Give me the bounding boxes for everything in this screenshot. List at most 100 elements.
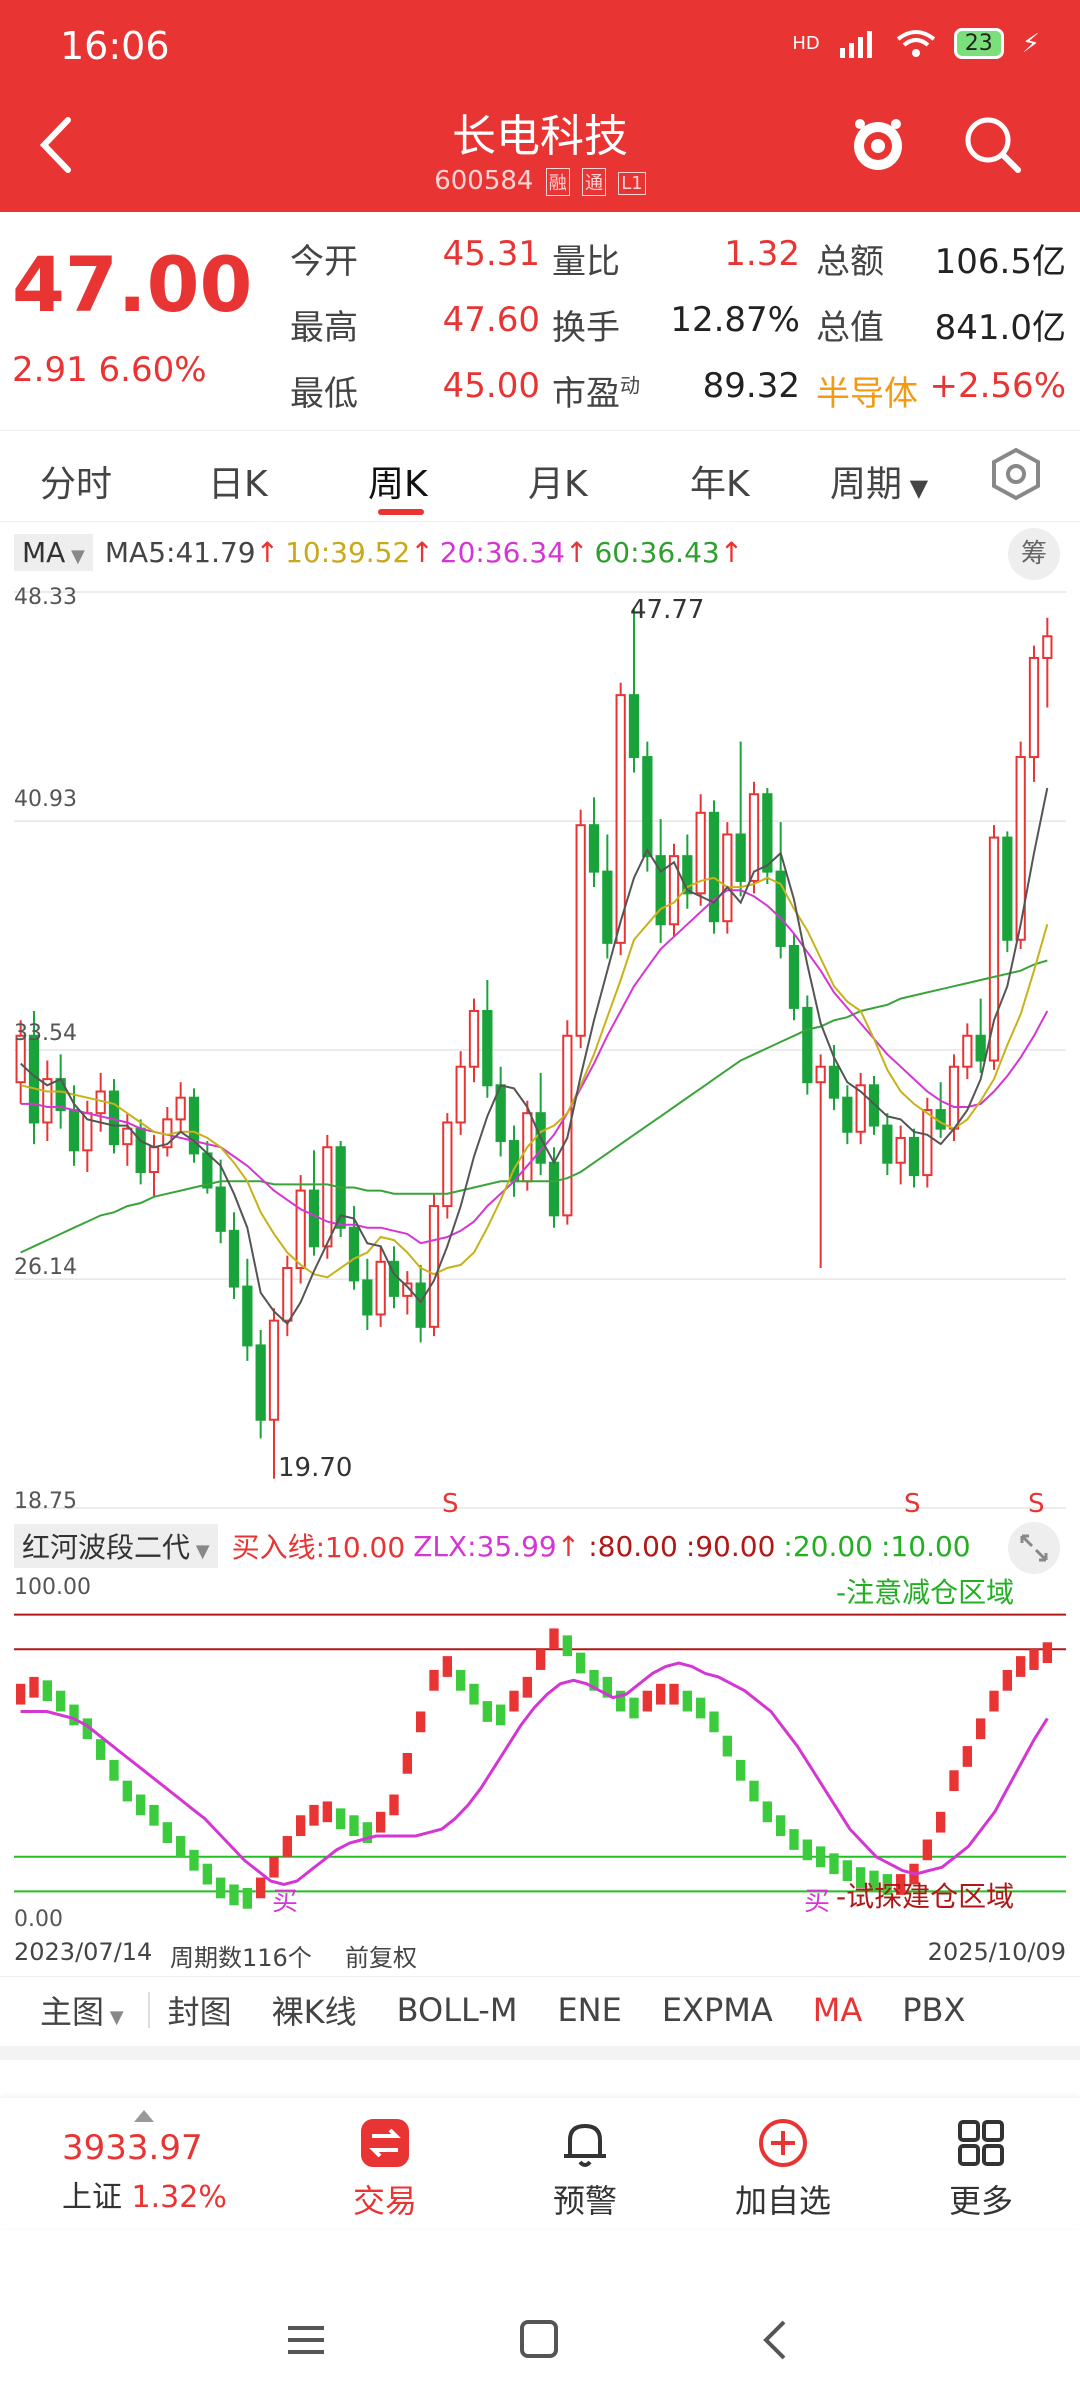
candle-body	[268, 1319, 280, 1421]
turnover-amount-value: 106.5亿	[934, 242, 1066, 282]
tab-divider	[147, 1992, 150, 2028]
line-10-label: :10.00	[881, 1529, 971, 1563]
tab-expma[interactable]: EXPMA	[661, 1991, 773, 2029]
indicator-bar	[29, 1676, 39, 1698]
ma10-line	[20, 876, 1049, 1279]
indicator-bar	[122, 1780, 132, 1802]
tab-monthly-k[interactable]: 月K	[528, 464, 588, 505]
candle-body	[642, 756, 653, 858]
tab-ene[interactable]: ENE	[557, 1991, 622, 2029]
tab-ma[interactable]: MA	[812, 1991, 863, 2029]
nav-more[interactable]: 更多	[906, 2116, 1056, 2222]
search-icon[interactable]	[960, 112, 1024, 176]
hexagon-settings-icon[interactable]	[988, 446, 1044, 502]
candle-body	[975, 1034, 986, 1062]
period-tabs: 分时 日K 周K 月K 年K 周期 ▼	[0, 430, 1080, 522]
tab-pbx[interactable]: PBX	[902, 1991, 966, 2029]
indicator-bar	[389, 1794, 399, 1816]
sector-change[interactable]: +2.56%	[929, 366, 1067, 406]
candle-body	[362, 1279, 373, 1316]
plus-circle-icon	[759, 2119, 807, 2167]
indicator-bar	[722, 1735, 732, 1757]
ma-selector[interactable]: MA ▼	[14, 533, 93, 571]
indicator-bar	[536, 1649, 546, 1670]
ma-selector-label: MA	[22, 535, 66, 569]
line-20-label: :20.00	[783, 1529, 873, 1563]
indicator-bar	[376, 1811, 386, 1833]
tab-seal[interactable]: 封图	[167, 1993, 232, 2031]
candle-body	[882, 1124, 893, 1164]
indicator-bar	[349, 1815, 359, 1837]
candle-body	[255, 1344, 266, 1421]
indicator-selector[interactable]: 红河波段二代 ▼	[14, 1524, 218, 1568]
chart-end-date: 2025/10/09	[927, 1938, 1066, 1966]
indicator-bar	[176, 1836, 186, 1857]
indicator-bar	[82, 1718, 92, 1740]
system-nav-bar	[288, 2320, 786, 2360]
arrow-up-icon: ↑	[556, 1529, 581, 1563]
candle-body	[842, 1096, 853, 1133]
indicator-bar	[682, 1690, 692, 1712]
candle-body	[322, 1146, 333, 1248]
candlestick-chart[interactable]: 48.33 40.93 33.54 26.14 18.75 47.77 19.7…	[14, 582, 1066, 1518]
indicator-bar	[442, 1656, 452, 1677]
indicator-bar	[149, 1804, 159, 1826]
market-cap-label: 总值	[816, 308, 884, 348]
index-widget[interactable]: 3933.97 上证 1.32%	[0, 2098, 260, 2228]
tab-daily-k[interactable]: 日K	[208, 464, 268, 505]
tab-main-chart-label: 主图	[40, 1993, 105, 2031]
buy-mark: 买	[272, 1887, 298, 1917]
indicator-bar	[16, 1683, 26, 1705]
indicator-bar	[522, 1676, 532, 1698]
active-tab-indicator	[378, 509, 424, 515]
turnover-amount-label: 总额	[816, 242, 884, 282]
chevron-down-icon: ▼	[65, 545, 85, 567]
indicator-bar	[936, 1811, 946, 1833]
candle-body	[282, 1267, 293, 1322]
indicator-bar	[69, 1704, 79, 1726]
section-divider	[0, 2046, 1080, 2060]
tab-main-chart[interactable]: 主图 ▼	[40, 1987, 124, 2033]
indicator-chart[interactable]: 100.00 0.00 -注意减仓区域 -试探建仓区域 买 买	[14, 1572, 1066, 1934]
back-arrow-icon[interactable]	[36, 110, 76, 180]
tab-boll-m[interactable]: BOLL-M	[396, 1991, 518, 2029]
indicator-bar	[109, 1759, 119, 1781]
indicator-bar	[1029, 1649, 1039, 1670]
tab-period[interactable]: 周期 ▼	[830, 455, 928, 507]
menu-icon[interactable]	[288, 2326, 324, 2354]
chip-distribution-button[interactable]: 筹	[1008, 528, 1060, 580]
home-icon[interactable]	[520, 2320, 558, 2358]
mascot-icon[interactable]	[846, 112, 910, 176]
candle-body	[242, 1285, 253, 1347]
indicator-bar	[989, 1690, 999, 1712]
tab-timeshare[interactable]: 分时	[40, 464, 113, 505]
back-icon[interactable]	[763, 2320, 786, 2360]
zlx-line	[20, 1661, 1049, 1887]
indicator-selector-label: 红河波段二代	[22, 1531, 191, 1564]
indicator-bar	[789, 1829, 799, 1850]
buy-line-label: 买入线:10.00	[231, 1531, 406, 1564]
indicator-bottom-label: 0.00	[14, 1907, 63, 1932]
tab-weekly-k[interactable]: 周K	[368, 464, 428, 505]
nav-add-watchlist[interactable]: 加自选	[708, 2116, 858, 2222]
candle-body	[708, 811, 720, 923]
ma20-label: 20:36.34	[439, 535, 566, 569]
expand-icon[interactable]	[1008, 1522, 1060, 1574]
tab-naked-k[interactable]: 裸K线	[271, 1993, 357, 2031]
candle-body	[42, 1078, 53, 1124]
build-zone-label: -试探建仓区域	[836, 1880, 1014, 1913]
nav-trade[interactable]: 交易	[310, 2116, 460, 2222]
indicator-bar	[1002, 1669, 1012, 1691]
candle-body	[775, 870, 786, 947]
app-header: 16:06 HD 23 ⚡ 长电科技 600584 融 通 L1	[0, 0, 1080, 212]
tab-period-label: 周期	[830, 464, 903, 505]
sector-name[interactable]: 半导体	[816, 374, 918, 414]
candle-body	[482, 1009, 493, 1087]
candle-body	[455, 1065, 466, 1124]
arrow-up-icon: ↑	[565, 535, 589, 569]
candle-body	[348, 1226, 360, 1282]
adjust-mode[interactable]: 前复权	[345, 1944, 417, 1972]
nav-alert[interactable]: 预警	[510, 2116, 660, 2222]
cycle-count: 周期数116个	[170, 1944, 312, 1972]
tab-yearly-k[interactable]: 年K	[690, 464, 750, 505]
